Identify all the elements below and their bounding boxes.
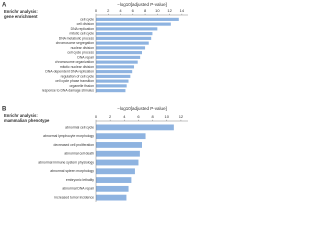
category-label: cell cycle phase transition <box>55 79 94 83</box>
category-label: chromosome organization <box>55 60 94 64</box>
panel-label: B <box>2 107 7 113</box>
x-tick-label: 2 <box>107 8 110 13</box>
category-label: cell cycle <box>80 17 94 21</box>
bar <box>96 51 142 55</box>
x-tick-label: 6 <box>137 114 140 119</box>
bar <box>96 27 158 31</box>
x-tick-label: 0 <box>95 8 98 13</box>
category-label: DNA-dependent DNA replication <box>45 70 94 74</box>
x-tick-label: 4 <box>119 8 122 13</box>
panel-title: Enrichr analysis: <box>4 9 38 14</box>
category-label: abnormal DNA repair <box>62 187 95 191</box>
bar <box>96 150 140 157</box>
x-tick-label: 10 <box>155 8 160 13</box>
category-label: abnormal cell cycle <box>65 125 94 129</box>
panel-title: mammalian phenotype <box>4 118 50 123</box>
bar <box>96 22 171 26</box>
bar <box>96 89 126 93</box>
category-label: DNA replication <box>71 27 94 31</box>
bar <box>96 159 139 166</box>
panel-title: gene enrichment <box>4 14 38 19</box>
x-tick-label: 2 <box>109 114 112 119</box>
bar <box>96 36 152 40</box>
x-tick-label: 0 <box>95 114 98 119</box>
x-tick-label: 4 <box>123 114 126 119</box>
bar <box>96 133 146 140</box>
bar <box>96 142 142 148</box>
category-label: mitotic nuclear division <box>60 65 94 69</box>
bar <box>96 177 132 183</box>
category-label: organelle fission <box>69 84 94 88</box>
bar <box>96 124 174 131</box>
category-label: abnormal immune system physiology <box>38 160 94 164</box>
category-label: abnormal cell death <box>64 152 94 156</box>
axis-title: −log10[adjusted P-value] <box>117 2 167 7</box>
bar <box>96 41 149 45</box>
x-tick-label: 12 <box>179 114 184 119</box>
x-tick-label: 10 <box>165 114 170 119</box>
category-label: mitotic cell cycle <box>70 32 95 36</box>
bar <box>96 60 138 64</box>
bar <box>96 74 131 78</box>
bar <box>96 185 129 192</box>
category-label: nuclear division <box>71 46 94 50</box>
category-label: chromosome segregation <box>56 41 94 45</box>
x-tick-label: 8 <box>144 8 147 13</box>
bar <box>96 17 179 21</box>
x-tick-label: 12 <box>167 8 172 13</box>
category-label: abnormal lymphocyte morphology <box>43 134 94 138</box>
bar <box>96 70 133 74</box>
bar <box>96 168 135 175</box>
x-tick-label: 6 <box>132 8 135 13</box>
category-label: DNA repair <box>77 55 94 59</box>
category-label: cell division <box>77 22 94 26</box>
axis-title: −log10[adjusted P-value] <box>117 106 167 111</box>
bar <box>96 65 135 69</box>
category-label: increased tumor incidence <box>54 196 94 200</box>
bar <box>96 32 153 36</box>
bar <box>96 79 129 83</box>
bar <box>96 55 141 59</box>
panel-title: Enrichr analysis: <box>4 113 38 118</box>
category-label: embryonic lethality <box>66 178 94 182</box>
x-tick-label: 8 <box>151 114 154 119</box>
category-label: DNA metabolic process <box>59 36 95 40</box>
x-tick-label: 14 <box>180 8 185 13</box>
category-label: abnormal spleen morphology <box>50 169 94 173</box>
panel-label: A <box>2 3 7 9</box>
category-label: response to DNA damage stimulus <box>42 89 95 93</box>
category-label: cell cycle process <box>67 51 94 55</box>
bar <box>96 84 127 88</box>
category-label: decreased cell proliferation <box>53 143 94 147</box>
bar <box>96 194 127 201</box>
category-label: regulation of cell cycle <box>61 74 94 78</box>
bar <box>96 46 146 50</box>
